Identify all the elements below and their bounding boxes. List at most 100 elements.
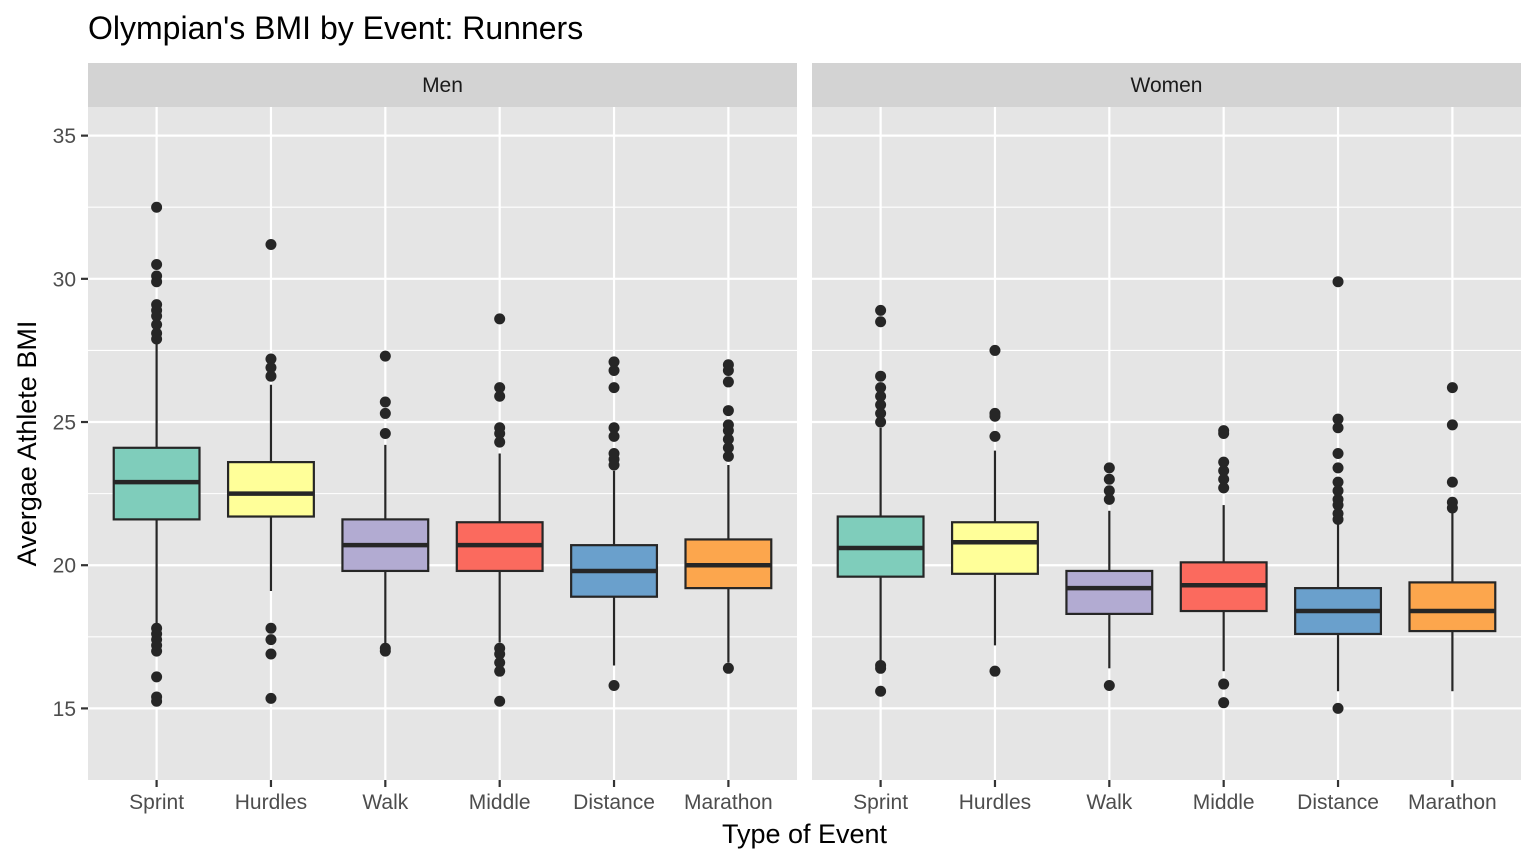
outlier-point [265, 634, 277, 646]
box-marathon [684, 359, 773, 674]
x-tick-label: Distance [1297, 791, 1379, 814]
x-tick-label: Distance [573, 791, 655, 814]
outlier-point [265, 362, 277, 374]
x-tick-label: Marathon [1408, 791, 1497, 814]
outlier-point [494, 665, 506, 677]
outlier-point [989, 410, 1001, 422]
outlier-point [494, 313, 506, 325]
outlier-point [265, 648, 277, 660]
outlier-point [494, 436, 506, 448]
outlier-point [379, 350, 391, 362]
outlier-point [494, 390, 506, 402]
box-body [226, 461, 315, 518]
outlier-point [151, 259, 163, 271]
y-axis: 15 20 25 30 35 [53, 125, 88, 721]
outlier-point [1446, 382, 1458, 394]
panel-label-women: Women [1131, 74, 1203, 97]
x-axis-title: Type of Event [722, 819, 888, 849]
x-tick-label: Middle [1193, 791, 1255, 814]
outlier-point [494, 657, 506, 669]
box-body [950, 521, 1039, 575]
panel-strip [88, 63, 797, 107]
outlier-point [722, 450, 734, 462]
outlier-point [265, 238, 277, 250]
outlier-point [151, 310, 163, 322]
panel-background [812, 107, 1521, 780]
outlier-point [265, 353, 277, 365]
box-marathon [1408, 382, 1497, 692]
y-tick-label: 20 [53, 555, 76, 578]
outlier-point [1218, 427, 1230, 439]
box-body [1065, 569, 1154, 615]
outlier-point [722, 433, 734, 445]
box-middle [1179, 425, 1268, 709]
outlier-point [722, 442, 734, 454]
outlier-point [1332, 413, 1344, 425]
outlier-point [722, 425, 734, 437]
outlier-point [875, 390, 887, 402]
outlier-point [151, 645, 163, 657]
outlier-point [151, 319, 163, 331]
outlier-point [265, 692, 277, 704]
outlier-point [151, 695, 163, 707]
outlier-point [151, 201, 163, 213]
outlier-point [1446, 502, 1458, 514]
outlier-point [1103, 485, 1115, 497]
outlier-point [989, 665, 1001, 677]
outlier-point [1103, 679, 1115, 691]
box-walk [341, 350, 430, 657]
x-tick-label: Walk [1086, 791, 1132, 814]
box-distance [1294, 276, 1383, 714]
outlier-point [989, 344, 1001, 356]
outlier-point [1332, 499, 1344, 511]
x-tick-label: Hurdles [235, 791, 307, 814]
outlier-point [608, 356, 620, 368]
outlier-point [1103, 493, 1115, 505]
outlier-point [1218, 697, 1230, 709]
outlier-point [608, 459, 620, 471]
panel-label-men: Men [422, 74, 463, 97]
outlier-point [1446, 419, 1458, 431]
x-tick-label: Middle [469, 791, 531, 814]
outlier-point [379, 396, 391, 408]
y-tick-label: 30 [53, 268, 76, 291]
panel-strip [812, 63, 1521, 107]
x-tick-label: Sprint [129, 791, 184, 814]
x-tick-label: Sprint [853, 791, 908, 814]
outlier-point [265, 622, 277, 634]
outlier-point [151, 671, 163, 683]
y-tick-label: 15 [53, 698, 76, 721]
outlier-point [265, 370, 277, 382]
chart-title: Olympian's BMI by Event: Runners [88, 10, 583, 46]
y-tick-label: 35 [53, 125, 76, 148]
y-axis-title: Avergae Athlete BMI [12, 321, 42, 567]
outlier-point [608, 422, 620, 434]
panel-background [88, 107, 797, 780]
box-hurdles [226, 238, 315, 704]
outlier-point [608, 679, 620, 691]
outlier-point [1446, 476, 1458, 488]
outlier-point [875, 407, 887, 419]
outlier-point [1332, 702, 1344, 714]
outlier-point [1218, 456, 1230, 468]
boxes [836, 276, 1497, 714]
outlier-point [875, 370, 887, 382]
outlier-point [494, 382, 506, 394]
outlier-point [1218, 473, 1230, 485]
box-walk [1065, 462, 1154, 691]
outlier-point [1103, 462, 1115, 474]
outlier-point [1332, 485, 1344, 497]
panel-women: Women [812, 63, 1521, 780]
box-middle [455, 313, 544, 707]
outlier-point [875, 316, 887, 328]
outlier-point [722, 376, 734, 388]
outlier-point [151, 333, 163, 345]
outlier-point [1332, 276, 1344, 288]
outlier-point [722, 405, 734, 417]
box-hurdles [950, 344, 1039, 677]
outlier-point [1218, 678, 1230, 690]
outlier-point [379, 427, 391, 439]
panel-men: Men [88, 63, 797, 780]
box-distance [570, 356, 659, 691]
